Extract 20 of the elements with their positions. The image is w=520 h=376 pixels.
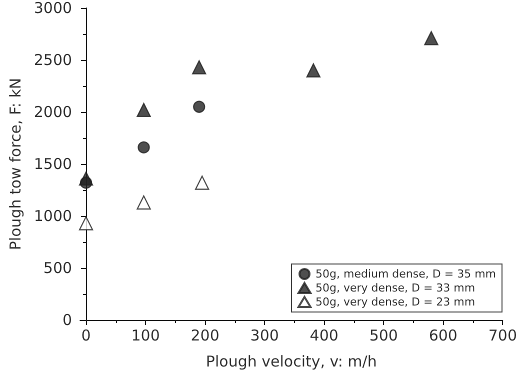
y-tick-label: 2000 [34,103,72,121]
y-tick-label: 0 [62,311,72,329]
y-axis-title: Plough tow force, F: kN [6,78,24,250]
x-tick-label: 100 [131,326,160,344]
x-axis-title: Plough velocity, v: m/h [206,352,377,370]
x-tick-label: 200 [190,326,220,344]
legend-label: 50g, medium dense, D = 35 mm [316,268,496,280]
x-tick-label: 500 [369,326,398,344]
legend-label: 50g, very dense, D = 33 mm [316,282,476,294]
y-tick-label: 500 [43,259,72,277]
y-tick-label: 3000 [34,0,72,17]
legend-label: 50g, very dense, D = 23 mm [316,296,476,308]
x-tick-label: 300 [250,326,279,344]
x-tick-label: 400 [310,326,338,344]
y-tick-label: 1500 [34,155,72,173]
x-tick-label: 700 [488,326,518,344]
y-tick-label: 1000 [34,207,72,225]
y-tick-label: 2500 [34,51,72,69]
x-tick-label: 600 [428,326,458,344]
x-tick-label: 0 [81,326,91,344]
